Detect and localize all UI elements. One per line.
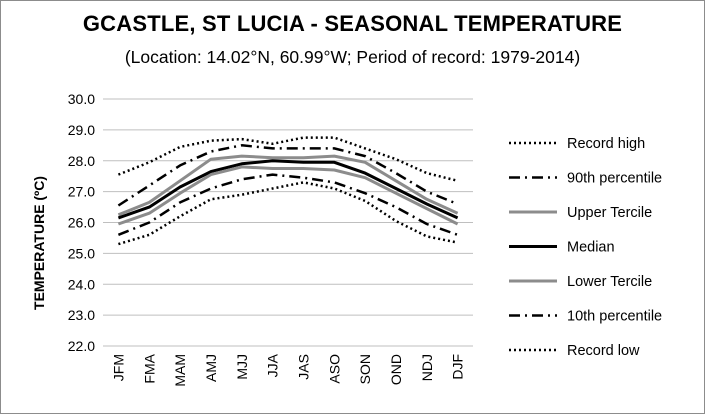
x-tick-label: SON <box>357 354 373 384</box>
legend-label: 10th percentile <box>567 309 662 325</box>
y-tick-label: 29.0 <box>68 122 95 138</box>
y-tick-label: 22.0 <box>68 338 95 354</box>
legend-label: 90th percentile <box>567 171 662 187</box>
y-tick-label: 28.0 <box>68 153 95 169</box>
series-line <box>117 136 458 183</box>
y-tick-label: 30.0 <box>68 91 95 107</box>
series-line <box>117 165 459 226</box>
grid-layer <box>103 98 473 347</box>
axis-layer: 22.0 23.0 24.0 25.0 26.0 27.0 28.0 29.0 30.0 JFM F… <box>68 91 466 387</box>
x-tick-label: JJA <box>265 353 281 377</box>
y-tick-label: 26.0 <box>68 215 95 231</box>
x-tick-label: JAS <box>295 354 311 380</box>
legend-label: Median <box>567 240 615 256</box>
y-tick-label: 23.0 <box>68 307 95 323</box>
chart-subtitle: (Location: 14.02°N, 60.99°W; Period of r… <box>124 47 581 67</box>
y-tick-label: 24.0 <box>68 276 95 292</box>
legend-label: Record high <box>567 136 645 152</box>
y-axis-label: TEMPERATURE (ºC) <box>31 176 47 310</box>
series-line <box>117 144 459 207</box>
x-tick-label: MJJ <box>234 354 250 380</box>
x-tick-label: DJF <box>450 354 466 380</box>
series-line <box>117 154 459 217</box>
x-tick-label: ASO <box>326 354 342 384</box>
legend-label: Upper Tercile <box>567 205 652 221</box>
x-tick-label: NDJ <box>419 354 435 381</box>
y-tick-label: 27.0 <box>68 184 95 200</box>
x-tick-label: MAM <box>172 354 188 387</box>
x-tick-label: FMA <box>141 353 157 383</box>
legend-label: Record low <box>567 343 640 359</box>
x-tick-label: OND <box>388 354 404 385</box>
chart-title: GCASTLE, ST LUCIA - SEASONAL TEMPERATURE <box>82 11 623 36</box>
legend: Record high 90th percentile Upper Tercile M… <box>509 136 662 359</box>
series-layer <box>117 136 459 246</box>
series-line <box>118 181 458 246</box>
series-line <box>117 159 459 220</box>
x-tick-label: JFM <box>110 354 126 381</box>
x-tick-label: AMJ <box>203 354 219 382</box>
legend-label: Lower Tercile <box>567 274 652 290</box>
y-tick-label: 25.0 <box>68 245 95 261</box>
series-line <box>117 173 459 236</box>
